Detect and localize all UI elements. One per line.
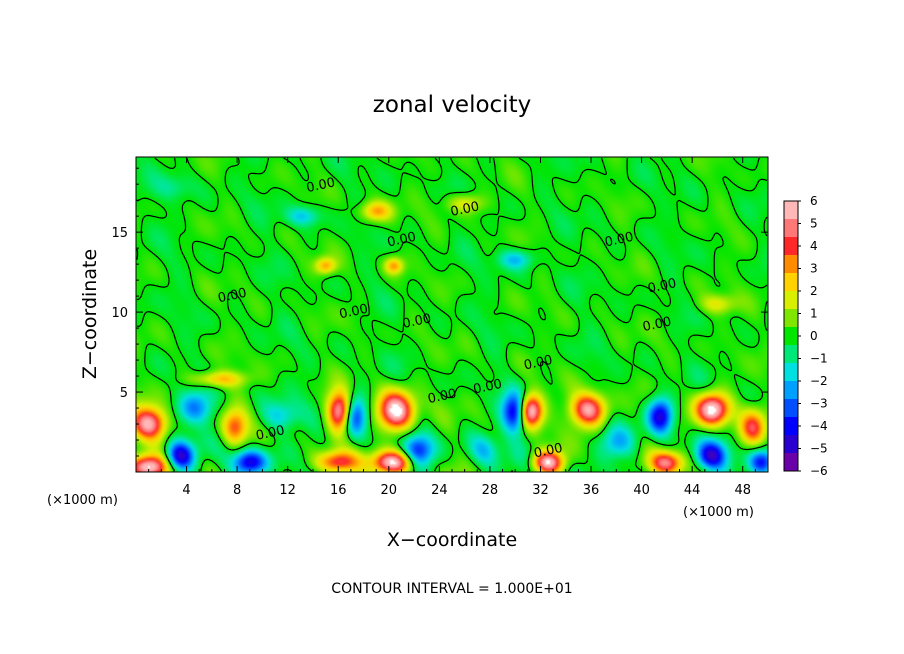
colorbar-label: 6 xyxy=(810,194,818,208)
contour-label: 0.00 xyxy=(401,311,432,332)
colorbar-swatch xyxy=(784,399,798,418)
x-tick-label: 28 xyxy=(482,483,499,498)
colorbar-swatch xyxy=(784,453,798,472)
x-tick-label: 8 xyxy=(233,483,241,498)
colorbar-label: −6 xyxy=(810,464,828,478)
contour-label: 0.00 xyxy=(641,314,672,335)
colorbar-swatch xyxy=(784,381,798,400)
colorbar-label: −2 xyxy=(810,374,828,388)
contour-label: 0.00 xyxy=(449,199,480,220)
colorbar-label: −3 xyxy=(810,397,828,411)
colorbar-swatch xyxy=(784,291,798,310)
x-tick-label: 16 xyxy=(330,483,347,498)
colorbar-swatch xyxy=(784,237,798,256)
contour-label: 0.00 xyxy=(646,276,677,297)
colorbar-label: −5 xyxy=(810,442,828,456)
x-axis: 4 8 12 16 20 24 28 32 36 40 44 48 xyxy=(148,157,756,498)
contour-label: 0.00 xyxy=(603,230,634,251)
x-tick-label: 32 xyxy=(532,483,549,498)
colorbar: 6 5 4 3 2 1 0 −1 −2 −3 −4 −5 −6 xyxy=(783,194,828,478)
zero-contour xyxy=(136,157,768,472)
x-axis-label: X−coordinate xyxy=(387,529,517,551)
colorbar-swatch xyxy=(784,417,798,436)
colorbar-label: 0 xyxy=(810,329,818,343)
x-tick-label: 48 xyxy=(734,483,751,498)
colorbar-swatch xyxy=(784,255,798,274)
colorbar-swatch xyxy=(784,363,798,382)
x-tick-label: 24 xyxy=(431,483,448,498)
chart-title: zonal velocity xyxy=(373,92,531,118)
colorbar-label: −1 xyxy=(810,352,828,366)
x-unit-label-left: (×1000 m) xyxy=(47,493,118,508)
plot-area: 0.00 0.00 0.00 0.00 0.00 0.00 0.00 0.00 0.00 0.00… xyxy=(135,156,769,473)
colorbar-swatch xyxy=(784,309,798,328)
x-tick-label: 40 xyxy=(633,483,650,498)
colorbar-label: 2 xyxy=(810,284,818,298)
colorbar-swatch xyxy=(784,345,798,364)
contour-label: 0.00 xyxy=(305,175,336,196)
colorbar-label: 3 xyxy=(810,262,818,276)
colorbar-swatch xyxy=(784,327,798,346)
colorbar-swatch xyxy=(784,435,798,454)
contour-label: 0.00 xyxy=(386,230,417,251)
colorbar-label: 5 xyxy=(810,217,818,231)
x-tick-label: 4 xyxy=(182,483,190,498)
colorbar-label: −4 xyxy=(810,419,828,433)
x-tick-label: 12 xyxy=(279,483,296,498)
x-unit-label-right: (×1000 m) xyxy=(683,505,754,520)
y-tick-label: 15 xyxy=(111,226,128,241)
contour-labels: 0.00 0.00 0.00 0.00 0.00 0.00 0.00 0.00 0.00 0.00… xyxy=(217,175,678,461)
colorbar-swatch xyxy=(784,273,798,292)
y-tick-label: 5 xyxy=(120,386,128,401)
colorbar-label: 4 xyxy=(810,239,818,253)
x-tick-label: 44 xyxy=(684,483,701,498)
y-axis: 5 10 15 xyxy=(111,167,768,457)
contour-label: 0.00 xyxy=(472,377,503,398)
contour-label: 0.00 xyxy=(217,286,248,307)
contour-label: 0.00 xyxy=(426,386,457,407)
contour-interval-note: CONTOUR INTERVAL = 1.000E+01 xyxy=(331,581,572,597)
x-tick-label: 20 xyxy=(381,483,398,498)
y-axis-label: Z−coordinate xyxy=(79,249,101,379)
contour-lines xyxy=(136,157,768,472)
contour-label: 0.00 xyxy=(533,441,564,462)
contour-label: 0.00 xyxy=(338,302,369,323)
y-tick-label: 10 xyxy=(111,306,128,321)
x-tick-label: 36 xyxy=(583,483,600,498)
contour-label: 0.00 xyxy=(255,423,286,444)
contour-label: 0.00 xyxy=(523,353,554,374)
colorbar-swatch xyxy=(784,201,798,220)
colorbar-label: 1 xyxy=(810,307,818,321)
colorbar-swatch xyxy=(784,219,798,238)
